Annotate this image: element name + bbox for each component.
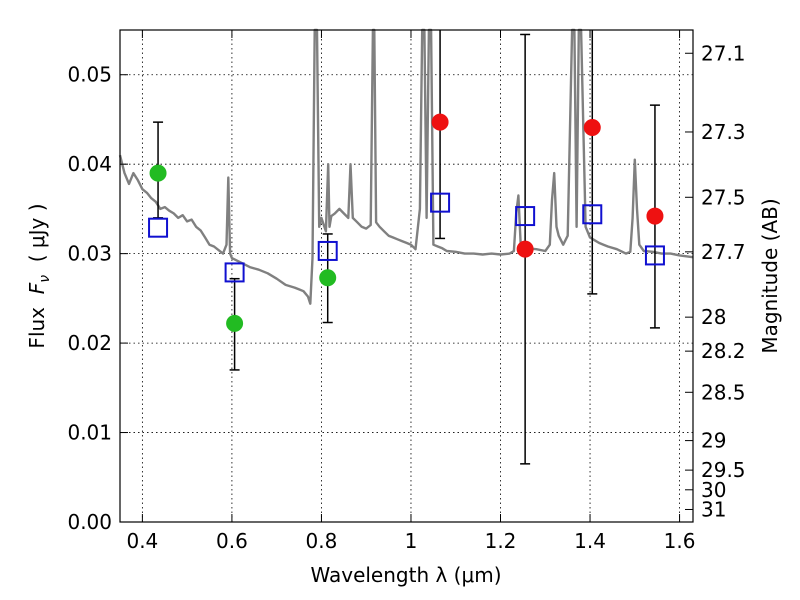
y-axis-ticks: 0.00 0.01 0.02 0.03 0.04 0.05 bbox=[67, 63, 128, 534]
y-tick-label: 0.04 bbox=[67, 152, 112, 176]
data-points bbox=[148, 113, 665, 332]
model-photometry-box bbox=[430, 192, 451, 213]
y2-tick-label: 29 bbox=[701, 429, 726, 453]
model-photometry-box bbox=[515, 206, 536, 227]
low-significance-point bbox=[431, 113, 449, 131]
low-significance-point bbox=[646, 207, 664, 225]
x-tick-label: 0.6 bbox=[216, 529, 248, 553]
y2-tick-label: 28 bbox=[701, 305, 726, 329]
x-axis-label: Wavelength λ (μm) bbox=[310, 563, 501, 587]
y-axis-label: Flux Fν ( μJy ) bbox=[25, 203, 53, 348]
y2-axis-label: Magnitude (AB) bbox=[758, 198, 782, 353]
y2-tick-label: 28.5 bbox=[701, 380, 746, 404]
x-tick-label: 1.2 bbox=[485, 529, 517, 553]
x-tick-label: 1 bbox=[405, 529, 418, 553]
y-axis-label-prefix: Flux bbox=[25, 294, 49, 348]
y2-tick-label: 30 bbox=[701, 478, 726, 502]
x-tick-label: 1.4 bbox=[574, 529, 606, 553]
model-photometry-box bbox=[644, 245, 665, 266]
model-photometry-box bbox=[582, 204, 603, 225]
detection-point bbox=[226, 314, 244, 332]
x-tick-label: 1.6 bbox=[664, 529, 696, 553]
y2-tick-label: 27.1 bbox=[701, 41, 746, 65]
y-tick-label: 0.05 bbox=[67, 63, 112, 87]
y-axis-label-subscript: ν bbox=[37, 275, 53, 283]
model-photometry-box bbox=[317, 240, 338, 261]
y2-tick-label: 27.7 bbox=[701, 240, 746, 264]
model-photometry-box bbox=[224, 262, 245, 283]
x-tick-label: 0.4 bbox=[126, 529, 158, 553]
spectrum-line bbox=[118, 28, 694, 305]
low-significance-point bbox=[583, 119, 601, 137]
plot-frame bbox=[119, 29, 694, 523]
y2-tick-label: 28.2 bbox=[701, 339, 746, 363]
detection-point bbox=[319, 269, 337, 287]
y-tick-label: 0.02 bbox=[67, 331, 112, 355]
y-tick-label: 0.00 bbox=[67, 510, 112, 534]
y2-tick-label: 27.5 bbox=[701, 185, 746, 209]
model-spectrum bbox=[118, 28, 694, 305]
low-significance-point bbox=[516, 240, 534, 258]
y-axis-label-suffix: ( μJy ) bbox=[25, 203, 49, 275]
detection-point bbox=[149, 164, 167, 182]
y-tick-label: 0.03 bbox=[67, 242, 112, 266]
model-photometry-box bbox=[148, 217, 169, 238]
x-tick-label: 0.8 bbox=[306, 529, 338, 553]
x-axis-ticks: 0.4 0.6 0.8 1 1.2 1.4 1.6 bbox=[126, 30, 695, 553]
y-tick-label: 0.01 bbox=[67, 421, 112, 445]
y2-tick-label: 27.3 bbox=[701, 120, 746, 144]
y-axis-label-symbol: F bbox=[25, 282, 49, 294]
grid bbox=[120, 30, 693, 523]
y2-tick-label: 29.5 bbox=[701, 458, 746, 482]
y2-tick-label: 31 bbox=[701, 497, 726, 521]
